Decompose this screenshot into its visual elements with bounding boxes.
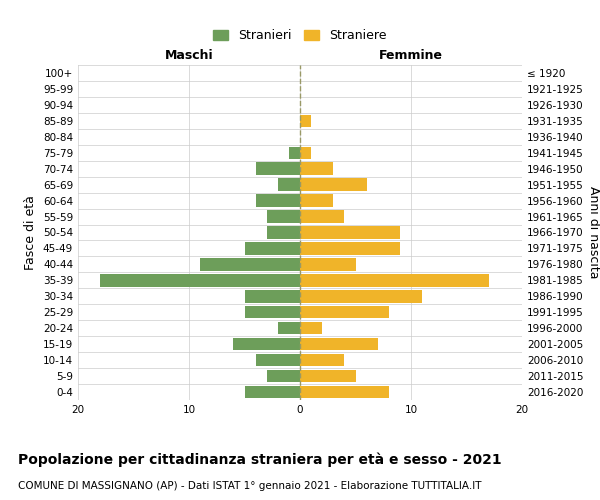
Bar <box>300 114 311 127</box>
Bar <box>266 210 300 223</box>
Bar <box>300 146 311 159</box>
Bar <box>100 274 300 286</box>
Bar <box>266 226 300 238</box>
Legend: Stranieri, Straniere: Stranieri, Straniere <box>208 24 392 48</box>
Bar <box>300 226 400 238</box>
Bar <box>300 370 355 382</box>
Bar <box>300 290 422 302</box>
Bar <box>278 178 300 191</box>
Text: Femmine: Femmine <box>379 49 443 62</box>
Bar <box>245 306 300 318</box>
Bar <box>278 322 300 334</box>
Bar <box>300 354 344 366</box>
Bar <box>245 242 300 254</box>
Text: Maschi: Maschi <box>164 49 214 62</box>
Bar <box>289 146 300 159</box>
Bar <box>300 322 322 334</box>
Bar <box>233 338 300 350</box>
Bar <box>300 274 489 286</box>
Bar <box>300 178 367 191</box>
Bar <box>300 386 389 398</box>
Bar <box>256 354 300 366</box>
Bar <box>300 242 400 254</box>
Bar <box>200 258 300 270</box>
Bar <box>300 162 334 175</box>
Bar <box>300 194 334 207</box>
Bar <box>300 306 389 318</box>
Bar <box>266 370 300 382</box>
Bar <box>300 338 378 350</box>
Bar <box>256 162 300 175</box>
Text: COMUNE DI MASSIGNANO (AP) - Dati ISTAT 1° gennaio 2021 - Elaborazione TUTTITALIA: COMUNE DI MASSIGNANO (AP) - Dati ISTAT 1… <box>18 481 482 491</box>
Bar <box>245 386 300 398</box>
Bar <box>245 290 300 302</box>
Bar <box>300 210 344 223</box>
Y-axis label: Anni di nascita: Anni di nascita <box>587 186 600 279</box>
Text: Popolazione per cittadinanza straniera per età e sesso - 2021: Popolazione per cittadinanza straniera p… <box>18 452 502 467</box>
Bar <box>300 258 355 270</box>
Bar <box>256 194 300 207</box>
Y-axis label: Fasce di età: Fasce di età <box>25 195 37 270</box>
